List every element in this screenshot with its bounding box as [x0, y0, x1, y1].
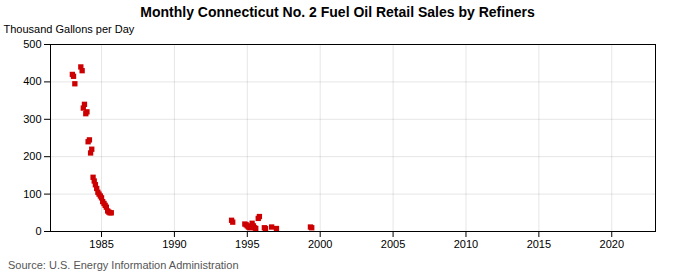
- svg-text:2000: 2000: [308, 238, 332, 250]
- svg-text:300: 300: [23, 113, 41, 125]
- svg-text:1990: 1990: [162, 238, 186, 250]
- svg-text:2020: 2020: [600, 238, 624, 250]
- svg-text:0: 0: [35, 225, 41, 237]
- html-text:Source: U.S. Energy Informatio: Source: U.S. Energy Information Administ…: [8, 259, 239, 271]
- svg-text:Thousand Gallons per Day: Thousand Gallons per Day: [4, 23, 135, 35]
- svg-text:1995: 1995: [235, 238, 259, 250]
- svg-text:2005: 2005: [381, 238, 405, 250]
- svg-text:1985: 1985: [89, 238, 113, 250]
- svg-text:500: 500: [23, 38, 41, 50]
- html-text:Monthly Connecticut No. 2 Fuel: Monthly Connecticut No. 2 Fuel Oil Retai…: [140, 4, 535, 20]
- svg-text:2010: 2010: [454, 238, 478, 250]
- svg-text:200: 200: [23, 150, 41, 162]
- svg-text:400: 400: [23, 75, 41, 87]
- svg-text:2015: 2015: [527, 238, 551, 250]
- svg-text:100: 100: [23, 188, 41, 200]
